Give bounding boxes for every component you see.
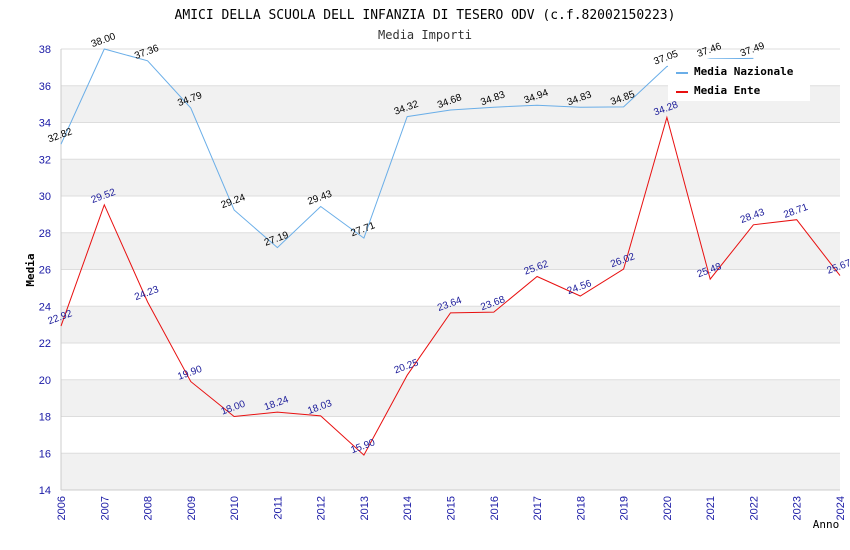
x-tick-label: 2020: [662, 496, 674, 520]
grid-band: [61, 306, 840, 343]
grid-band: [61, 159, 840, 196]
grid-bands: [61, 85, 840, 490]
y-tick-label: 22: [39, 338, 51, 350]
y-tick-label: 14: [39, 485, 51, 497]
x-tick-label: 2024: [835, 496, 847, 520]
grid-band: [61, 232, 840, 270]
data-label-nazionale: 37.49: [739, 40, 767, 59]
legend-label-nazionale: Media Nazionale: [694, 65, 794, 78]
x-axis-ticks: 2006 2007 2008 2009 2010 2011 2012 2013 2014 2015…: [56, 496, 847, 520]
chart-title: AMICI DELLA SCUOLA DELL INFANZIA DI TESE…: [175, 8, 676, 23]
grid-band: [61, 453, 840, 490]
legend: Media Nazionale Media Ente: [668, 59, 810, 101]
y-tick-label: 30: [39, 191, 51, 203]
y-axis-ticks: 14 16 18 20 22 24 26 28 30 32 34 36 38: [39, 44, 51, 497]
y-axis-label: Media: [24, 253, 37, 286]
data-label-ente: 28.43: [739, 207, 767, 226]
data-label-nazionale: 38.00: [90, 31, 118, 50]
data-label-ente: 24.56: [566, 278, 594, 297]
x-tick-label: 2010: [229, 496, 241, 520]
chart-subtitle: Media Importi: [378, 28, 472, 42]
series-line-ente: [60, 115, 841, 456]
x-tick-label: 2017: [532, 496, 544, 520]
x-tick-label: 2022: [748, 496, 760, 520]
x-tick-label: 2012: [316, 496, 328, 520]
legend-box: [668, 59, 810, 101]
y-tick-label: 28: [39, 228, 51, 240]
data-label-ente: 20.25: [393, 357, 421, 376]
x-tick-label: 2008: [143, 496, 155, 520]
x-tick-label: 2019: [619, 496, 631, 520]
x-tick-label: 2013: [359, 496, 371, 520]
data-label-nazionale: 37.46: [696, 41, 724, 60]
x-tick-label: 2006: [56, 496, 68, 520]
legend-label-ente: Media Ente: [694, 84, 761, 97]
y-tick-label: 36: [39, 81, 51, 93]
x-tick-label: 2011: [272, 496, 284, 520]
y-tick-label: 20: [39, 375, 51, 387]
y-tick-label: 26: [39, 265, 51, 277]
y-tick-label: 24: [39, 301, 51, 313]
x-tick-label: 2018: [575, 496, 587, 520]
x-tick-label: 2009: [186, 496, 198, 520]
grid-lines: [60, 48, 840, 491]
y-tick-label: 18: [39, 412, 51, 424]
x-tick-label: 2023: [792, 496, 804, 520]
series-line-nazionale: [60, 48, 754, 249]
data-label-nazionale: 37.36: [133, 43, 161, 62]
grid-band: [61, 379, 840, 417]
series-lines: [60, 48, 841, 456]
y-tick-label: 32: [39, 154, 51, 166]
x-axis-label: Anno: [813, 518, 840, 531]
y-tick-label: 34: [39, 118, 51, 130]
x-tick-label: 2021: [705, 496, 717, 520]
y-tick-label: 16: [39, 448, 51, 460]
x-tick-label: 2016: [489, 496, 501, 520]
x-tick-label: 2015: [446, 496, 458, 520]
data-label-ente: 28.71: [782, 202, 810, 221]
y-tick-label: 38: [39, 44, 51, 56]
x-tick-label: 2007: [99, 496, 111, 520]
x-tick-label: 2014: [402, 496, 414, 520]
